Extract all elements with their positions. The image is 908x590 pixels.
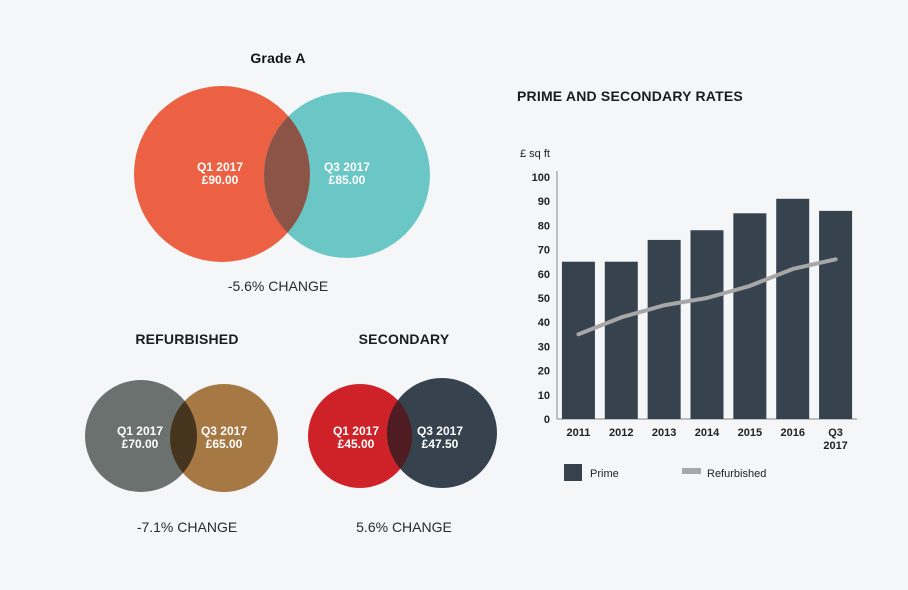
y-tick-label: 20 bbox=[538, 366, 550, 378]
prime-bar bbox=[733, 213, 767, 419]
prime-bar bbox=[647, 239, 681, 419]
legend-refurbished-swatch bbox=[682, 468, 701, 474]
prime-bar bbox=[819, 210, 853, 419]
chart-title: PRIME AND SECONDARY RATES bbox=[517, 88, 743, 104]
prime-bar bbox=[776, 198, 810, 419]
x-tick-label: 2011 bbox=[566, 427, 590, 439]
y-axis-label: £ sq ft bbox=[520, 148, 550, 160]
legend-refurbished-label: Refurbished bbox=[707, 468, 766, 480]
secondary-q3-value: £47.50 bbox=[421, 437, 459, 451]
refurbished-q3-value: £65.00 bbox=[205, 437, 243, 451]
y-tick-label: 60 bbox=[538, 269, 550, 281]
grade-a-q3-label: Q3 2017 £85.00 bbox=[307, 161, 387, 187]
y-tick-label: 80 bbox=[538, 220, 550, 232]
prime-bar bbox=[690, 230, 724, 419]
prime-bar bbox=[561, 261, 595, 419]
x-tick-label: 2015 bbox=[738, 427, 762, 439]
y-tick-label: 100 bbox=[532, 172, 550, 184]
legend-prime-swatch bbox=[564, 464, 582, 481]
x-tick-label: 2012 bbox=[609, 427, 633, 439]
x-tick-label: Q3 bbox=[828, 427, 843, 439]
y-tick-label: 0 bbox=[544, 414, 550, 426]
x-tick-label: 2013 bbox=[652, 427, 676, 439]
secondary-title: SECONDARY bbox=[358, 331, 450, 347]
refurbished-q3-label: Q3 2017 £65.00 bbox=[184, 425, 264, 451]
secondary-change: 5.6% CHANGE bbox=[356, 519, 452, 535]
refurbished-line bbox=[576, 257, 838, 337]
refurbished-q3-period: Q3 2017 bbox=[200, 424, 248, 438]
grade-a-q1-period: Q1 2017 bbox=[196, 160, 244, 174]
legend-prime-label: Prime bbox=[590, 468, 619, 480]
y-tick-label: 70 bbox=[538, 245, 550, 257]
secondary-q3-label: Q3 2017 £47.50 bbox=[400, 425, 480, 451]
grade-a-q1-label: Q1 2017 £90.00 bbox=[180, 161, 260, 187]
secondary-q3-period: Q3 2017 bbox=[416, 424, 464, 438]
refurbished-change: -7.1% CHANGE bbox=[136, 519, 238, 535]
grade-a-change: -5.6% CHANGE bbox=[227, 278, 329, 294]
secondary-q1-label: Q1 2017 £45.00 bbox=[316, 425, 396, 451]
x-tick-label: 2016 bbox=[780, 427, 804, 439]
x-tick-label: 2017 bbox=[823, 440, 847, 452]
y-tick-label: 30 bbox=[538, 341, 550, 353]
y-tick-label: 50 bbox=[538, 293, 550, 305]
grade-a-q1-value: £90.00 bbox=[201, 173, 239, 187]
grade-a-q3-value: £85.00 bbox=[328, 173, 366, 187]
grade-a-q3-period: Q3 2017 bbox=[323, 160, 371, 174]
refurbished-q1-value: £70.00 bbox=[121, 437, 159, 451]
secondary-q1-value: £45.00 bbox=[337, 437, 375, 451]
refurbished-q1-label: Q1 2017 £70.00 bbox=[100, 425, 180, 451]
grade-a-title: Grade A bbox=[250, 50, 306, 66]
refurbished-q1-period: Q1 2017 bbox=[116, 424, 164, 438]
secondary-q1-period: Q1 2017 bbox=[332, 424, 380, 438]
y-tick-label: 40 bbox=[538, 317, 550, 329]
prime-bar bbox=[604, 261, 638, 419]
x-tick-label: 2014 bbox=[695, 427, 720, 439]
y-tick-label: 10 bbox=[538, 390, 550, 402]
refurbished-title: REFURBISHED bbox=[135, 331, 239, 347]
y-tick-label: 90 bbox=[538, 196, 550, 208]
